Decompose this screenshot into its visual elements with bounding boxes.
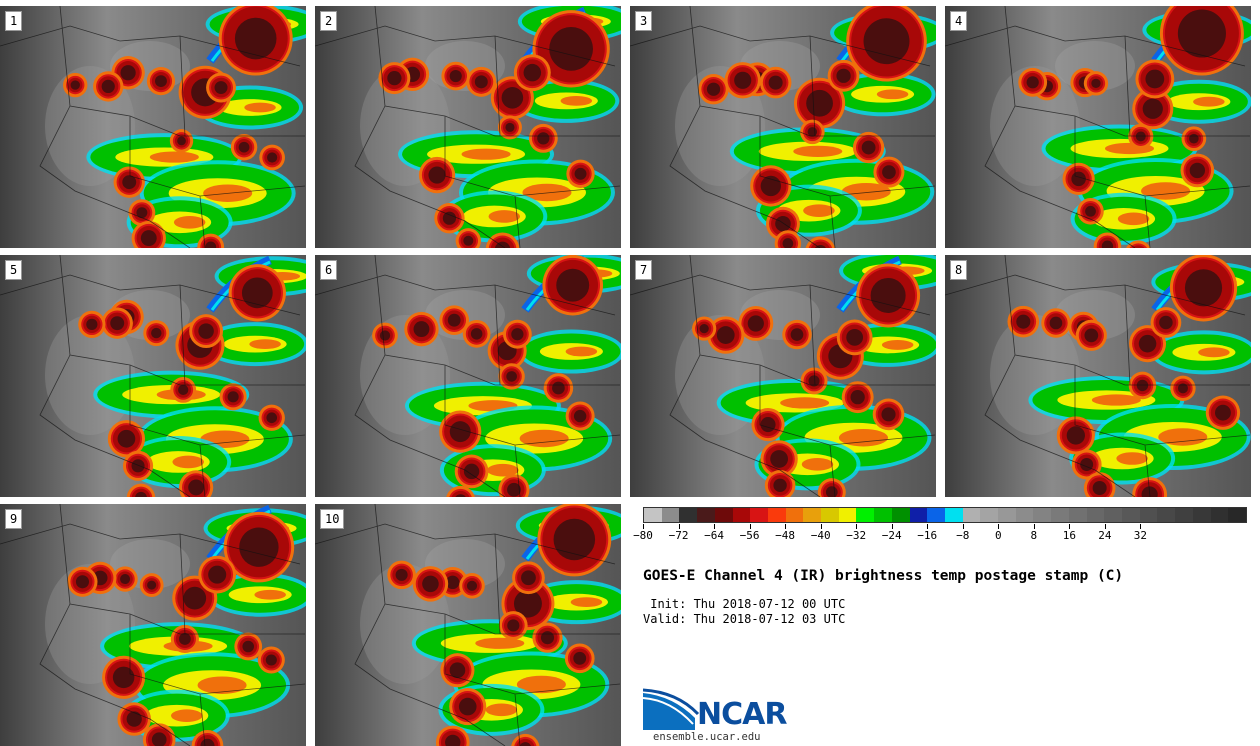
panel-label: 7 — [635, 260, 653, 280]
ensemble-member-panel: 9 — [0, 504, 306, 746]
ensemble-member-panel: 7 — [630, 255, 936, 497]
colorbar-cell — [874, 508, 892, 522]
tick-mark — [1104, 524, 1106, 529]
panel-label: 1 — [5, 11, 23, 31]
colorbar-cell — [1033, 508, 1052, 522]
colorbar-cell — [750, 508, 768, 522]
colorbar — [643, 507, 1247, 523]
ensemble-member-panel: 4 — [945, 6, 1251, 248]
colorbar-cell — [661, 508, 680, 522]
colorbar-cell — [1068, 508, 1087, 522]
tick-label: −40 — [810, 529, 831, 542]
tick-label: −72 — [668, 529, 689, 542]
colorbar-cell — [998, 508, 1016, 522]
tick-mark — [749, 524, 751, 529]
tick-mark — [678, 524, 680, 529]
tick-mark — [891, 524, 893, 529]
tick-mark — [1033, 524, 1035, 529]
panel-label: 9 — [5, 509, 23, 529]
tick-label: −24 — [881, 529, 902, 542]
colorbar-cell — [1086, 508, 1105, 522]
tick-label: −16 — [917, 529, 938, 542]
init-time: Init: Thu 2018-07-12 00 UTC — [643, 597, 846, 611]
colorbar-cell — [962, 508, 981, 522]
ncar-wordmark: NCAR — [697, 697, 787, 732]
colorbar-cell — [909, 508, 928, 522]
colorbar-cell — [927, 508, 945, 522]
tick-mark — [643, 524, 644, 529]
ensemble-url: ensemble.ucar.edu — [653, 731, 761, 743]
ensemble-member-panel: 10 — [315, 504, 621, 746]
colorbar-cell — [1157, 508, 1176, 522]
panel-label: 2 — [320, 11, 338, 31]
tick-mark — [1069, 524, 1071, 529]
colorbar-cell — [697, 508, 715, 522]
colorbar-cell — [1015, 508, 1034, 522]
colorbar-cell — [821, 508, 839, 522]
tick-label: −32 — [846, 529, 867, 542]
tick-mark — [856, 524, 858, 529]
colorbar-cell — [732, 508, 751, 522]
tick-label: 16 — [1062, 529, 1076, 542]
tick-label: 32 — [1133, 529, 1148, 542]
tick-label: −8 — [956, 529, 970, 542]
colorbar-cell — [980, 508, 999, 522]
ncar-logo-icon — [643, 688, 700, 730]
tick-mark — [820, 524, 822, 529]
tick-mark — [998, 524, 1000, 529]
tick-mark — [714, 524, 716, 529]
chart-title: GOES-E Channel 4 (IR) brightness temp po… — [643, 568, 1124, 584]
panel-label: 3 — [635, 11, 653, 31]
colorbar-cell — [1175, 508, 1193, 522]
tick-mark — [927, 524, 929, 529]
tick-mark — [1140, 524, 1142, 529]
colorbar-cell — [1210, 508, 1229, 522]
tick-label: −64 — [704, 529, 724, 542]
colorbar-cell — [1192, 508, 1211, 522]
ensemble-member-panel: 3 — [630, 6, 936, 248]
ensemble-member-panel: 6 — [315, 255, 621, 497]
tick-label: 24 — [1098, 529, 1112, 542]
tick-mark — [962, 524, 964, 529]
ensemble-member-panel: 1 — [0, 6, 306, 248]
panel-label: 10 — [320, 509, 345, 529]
ensemble-member-panel: 5 — [0, 255, 306, 497]
colorbar-cell — [785, 508, 804, 522]
panel-label: 4 — [950, 11, 968, 31]
colorbar-cell — [1228, 508, 1246, 522]
ensemble-member-panel: 8 — [945, 255, 1251, 497]
valid-time: Valid: Thu 2018-07-12 03 UTC — [643, 612, 846, 626]
colorbar-cell — [856, 508, 875, 522]
colorbar-cell — [891, 508, 910, 522]
colorbar-cell — [944, 508, 963, 522]
colorbar-cell — [1121, 508, 1140, 522]
colorbar-cell — [679, 508, 698, 522]
colorbar-cell — [714, 508, 733, 522]
colorbar-cell — [767, 508, 786, 522]
colorbar-ticks: −80 −72 −64 −56 −48 −40 −32 −24 −16 −8 0 8 16 24 32 — [633, 524, 1247, 548]
panel-label: 5 — [5, 260, 23, 280]
tick-label: −48 — [775, 529, 796, 542]
colorbar-cell — [1051, 508, 1069, 522]
tick-label: −56 — [739, 529, 760, 542]
tick-label: 0 — [994, 529, 1002, 542]
colorbar-cell — [803, 508, 822, 522]
ensemble-member-panel: 2 — [315, 6, 621, 248]
panel-label: 8 — [950, 260, 968, 280]
panel-label: 6 — [320, 260, 338, 280]
colorbar-cell — [1139, 508, 1158, 522]
tick-mark — [785, 524, 787, 529]
tick-label: 8 — [1030, 529, 1038, 542]
colorbar-cell — [838, 508, 857, 522]
colorbar-cell — [644, 508, 662, 522]
tick-label: −80 — [633, 529, 653, 542]
colorbar-cell — [1104, 508, 1122, 522]
